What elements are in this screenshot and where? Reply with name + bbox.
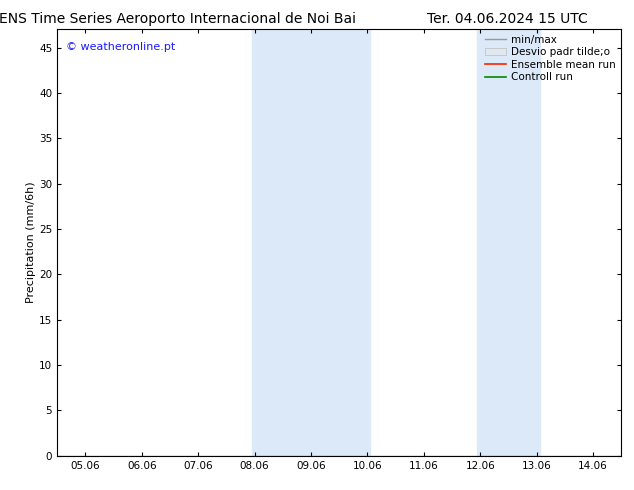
Legend: min/max, Desvio padr tilde;o, Ensemble mean run, Controll run: min/max, Desvio padr tilde;o, Ensemble m… bbox=[483, 32, 618, 84]
Text: Ter. 04.06.2024 15 UTC: Ter. 04.06.2024 15 UTC bbox=[427, 12, 588, 26]
Text: ENS Time Series Aeroporto Internacional de Noi Bai: ENS Time Series Aeroporto Internacional … bbox=[0, 12, 356, 26]
Bar bbox=[477, 29, 540, 456]
Text: © weatheronline.pt: © weatheronline.pt bbox=[65, 42, 175, 52]
Y-axis label: Precipitation (mm/6h): Precipitation (mm/6h) bbox=[26, 182, 36, 303]
Bar bbox=[252, 29, 370, 456]
